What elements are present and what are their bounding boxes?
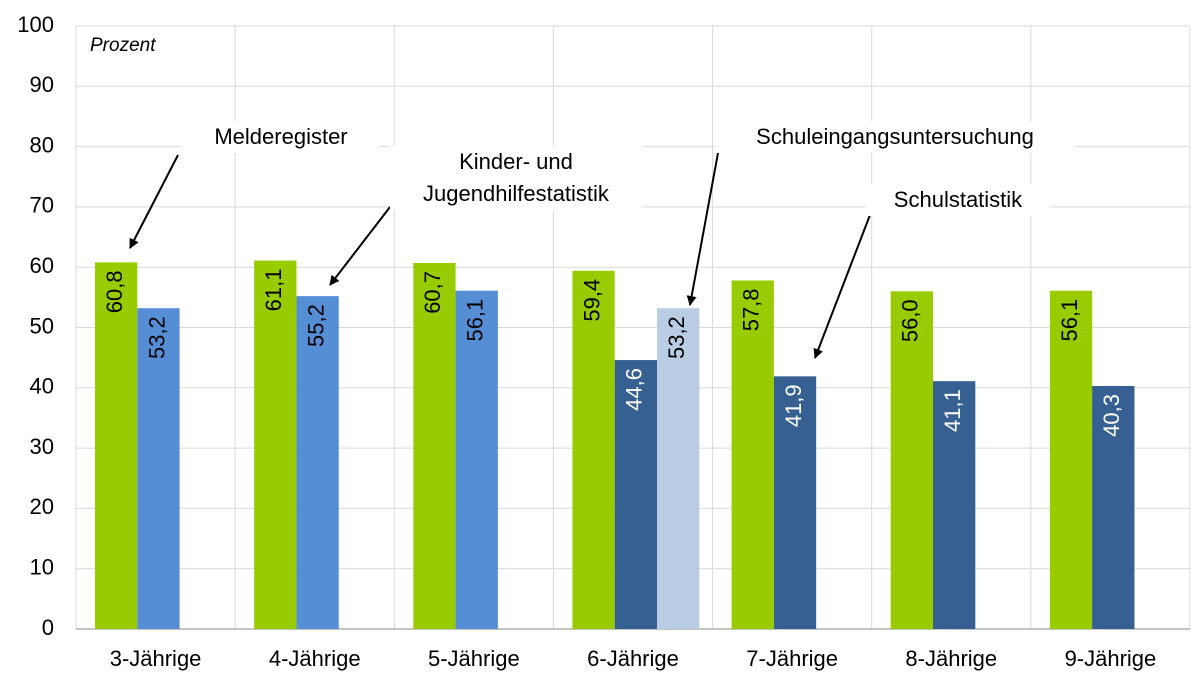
bar [614,360,658,629]
value-label: 41,9 [781,384,806,427]
annotation: Melderegister [182,121,380,153]
bar [773,376,817,629]
bar [1092,385,1135,629]
value-label: 53,2 [664,316,689,359]
value-label: 56,1 [463,299,488,342]
bar [413,262,456,629]
value-label: 44,6 [622,368,647,411]
y-tick-label: 30 [30,434,54,459]
y-tick-label: 20 [30,494,54,519]
value-label: 61,1 [261,269,286,312]
value-label: 60,8 [102,270,127,313]
x-tick-label: 9-Jährige [1065,646,1157,671]
bar [572,270,615,629]
annotation-arrow [813,214,871,359]
y-tick-label: 70 [30,193,54,218]
bar [296,296,339,629]
y-tick-label: 0 [42,615,54,640]
value-label: 57,8 [739,288,764,331]
annotation-arrow [329,206,391,286]
bar [254,260,297,629]
annotation-arrow [129,154,179,249]
bar [95,262,138,629]
value-label: 56,0 [898,299,923,342]
y-tick-label: 10 [30,555,54,580]
bar [657,308,700,629]
value-label: 40,3 [1099,394,1124,437]
y-tick-label: 80 [30,132,54,157]
value-label: 59,4 [579,279,604,322]
x-tick-label: 7-Jährige [746,646,838,671]
value-label: 56,1 [1057,299,1082,342]
value-label: 60,7 [420,271,445,314]
y-tick-label: 60 [30,253,54,278]
bar [137,308,180,629]
x-tick-label: 4-Jährige [269,646,361,671]
bar [455,290,498,629]
value-label: 53,2 [144,316,169,359]
bar [933,381,976,629]
bar [1049,290,1093,629]
x-tick-label: 6-Jährige [587,646,679,671]
x-tick-label: 5-Jährige [428,646,520,671]
y-tick-label: 90 [30,72,54,97]
y-axis-label: Prozent [90,35,156,56]
value-label: 55,2 [303,304,328,347]
value-label: 41,1 [940,389,965,432]
x-tick-label: 3-Jährige [110,646,202,671]
y-tick-label: 40 [30,374,54,399]
x-tick-label: 8-Jährige [905,646,997,671]
annotation: Schuleingangsuntersuchung [716,121,1074,153]
annotation: Schulstatistik [866,184,1050,216]
bar [731,280,774,629]
bar [890,291,934,629]
annotation: Kinder- und Jugendhilfestatistik [390,146,642,210]
y-tick-label: 50 [30,313,54,338]
y-tick-label: 100 [17,12,54,37]
annotation-arrow [686,152,719,306]
